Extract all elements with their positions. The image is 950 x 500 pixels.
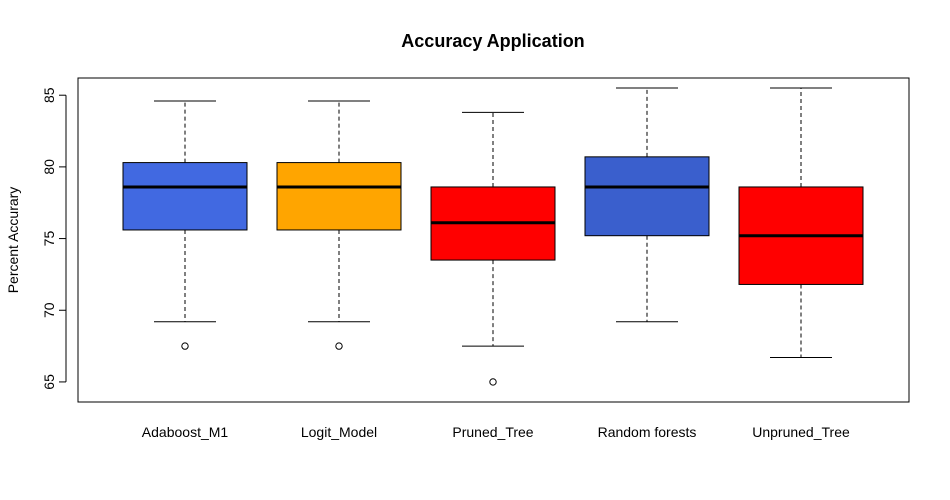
y-tick-label: 75 [41,231,57,247]
y-axis-label: Percent Accurary [5,187,21,294]
y-tick-label: 65 [41,374,57,390]
box-group [738,87,864,359]
y-tick-label: 70 [41,302,57,318]
plot-frame [77,77,910,403]
y-tick-label: 85 [41,87,57,103]
box-group [122,100,248,350]
chart-title: Accuracy Application [401,31,584,51]
x-tick-label: Adaboost_M1 [142,424,229,440]
x-axis: Adaboost_M1 Logit_Model Pruned_Tree Random … [142,424,850,440]
box-iqr [122,162,248,231]
box-iqr [584,156,710,237]
y-axis: 65 70 75 80 85 [41,87,67,390]
outlier-point [181,342,189,350]
outlier-point [335,342,343,350]
x-tick-label: Unpruned_Tree [752,424,850,440]
boxes-group [122,87,864,386]
y-tick-label: 80 [41,159,57,175]
x-tick-label: Pruned_Tree [452,424,533,440]
x-tick-label: Logit_Model [301,424,377,440]
x-tick-label: Random forests [598,424,697,440]
box-group [430,111,556,386]
box-iqr [276,162,402,231]
box-group [276,100,402,350]
outlier-point [489,378,497,386]
box-group [584,87,710,323]
